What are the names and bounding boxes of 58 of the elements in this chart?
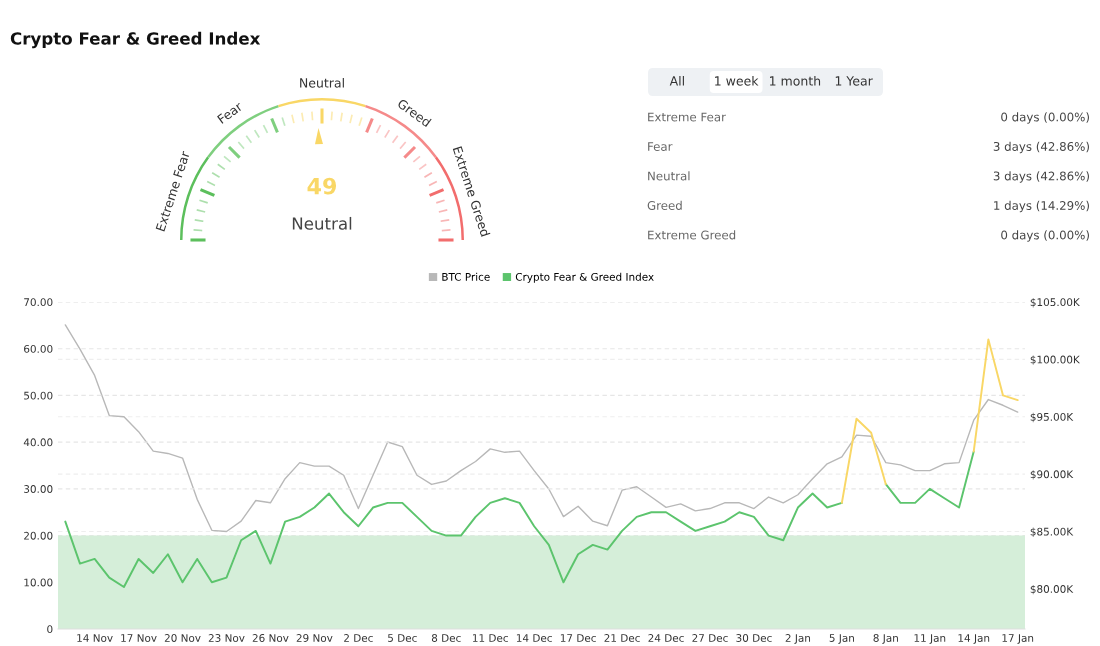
x-tick-label: 17 Dec (560, 634, 596, 642)
y2-tick-label: $85.00K (1030, 527, 1074, 537)
chart-title: Crypto Fear & Greed Index (10, 31, 261, 49)
y2-tick-label: $90.00K (1030, 470, 1074, 480)
y-tick-label: 50.00 (24, 391, 53, 400)
x-tick-label: 8 Jan (873, 634, 898, 644)
text: 3 days (42.86%) (993, 171, 1089, 183)
x-tick-label: 11 Dec (473, 634, 508, 642)
text: 0 days (0.00%) (1001, 230, 1089, 242)
x-tick-label: 30 Dec (736, 634, 772, 642)
text: 0 days (0.00%) (1001, 112, 1089, 124)
x-tick-label: 14 Jan (958, 634, 990, 644)
legend-label: BTC Price (442, 272, 490, 281)
x-tick-label: 24 Dec (648, 634, 684, 642)
x-tick-label: 27 Dec (692, 634, 728, 642)
text: 49 (307, 177, 337, 195)
category-label: Fear (648, 142, 673, 151)
x-tick-label: 26 Nov (252, 634, 289, 642)
x-tick-label: 8 Dec (431, 634, 461, 642)
x-tick-label: 14 Dec (516, 634, 552, 642)
x-tick-label: 2 Dec (344, 634, 373, 642)
x-tick-label: 17 Jan (1002, 634, 1034, 644)
category-label: Greed (647, 200, 682, 210)
x-tick-label: 2 Jan (785, 634, 811, 644)
y2-tick-label: $100.00K (1030, 355, 1080, 365)
x-tick-label: 17 Nov (121, 634, 157, 642)
y-tick-label: 70.00 (24, 298, 53, 307)
x-tick-label: 23 Nov (208, 634, 245, 642)
slice-label: Neutral (300, 77, 344, 88)
y-tick-label: 60.00 (24, 344, 53, 353)
category-label: Extreme Greed (648, 230, 736, 240)
y2-tick-label: $105.00K (1030, 298, 1080, 308)
y2-tick-label: $80.00K (1030, 584, 1074, 595)
x-tick-label: 20 Nov (164, 634, 201, 642)
y-tick-label: 0 (47, 625, 53, 634)
x-tick-label: 11 Jan (914, 634, 946, 644)
text: 3 days (42.86%) (993, 141, 1089, 154)
y-tick-label: 40.00 (23, 438, 53, 447)
text: 1 days (14.29%) (994, 200, 1089, 213)
y-tick-label: 30.00 (24, 485, 53, 493)
y-tick-label: 10.00 (24, 578, 53, 587)
text: 1 Year (835, 76, 873, 86)
text: Neutral (292, 216, 352, 230)
slice-label: Fear (217, 101, 244, 124)
legend-label: Crypto Fear & Greed Index (515, 272, 654, 283)
x-tick-label: 14 Nov (77, 634, 113, 642)
text: All (669, 75, 684, 86)
x-tick-label: 21 Dec (604, 634, 640, 642)
text: 1 month (770, 75, 821, 86)
x-tick-label: 5 Jan (829, 634, 854, 644)
category-label: Extreme Fear (648, 112, 726, 122)
line-series (64, 324, 1019, 533)
y-tick-label: 20.00 (24, 531, 53, 540)
text: 1 week (715, 75, 759, 86)
x-tick-label: 29 Nov (296, 634, 333, 642)
x-tick-label: 5 Dec (388, 634, 417, 642)
y2-tick-label: $95.00K (1030, 412, 1074, 423)
category-label: Neutral (648, 171, 690, 181)
